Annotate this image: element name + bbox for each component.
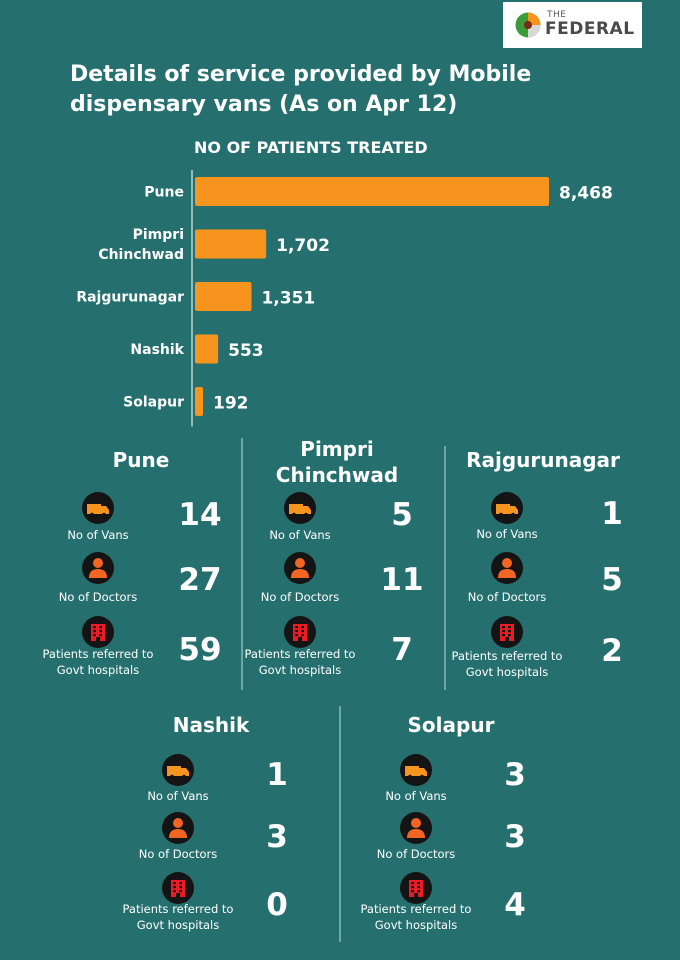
column-divider (444, 446, 446, 690)
stat-value-doctors: 27 (178, 562, 222, 598)
stat-value-vans: 5 (391, 497, 413, 533)
van-icon (400, 754, 432, 786)
bar (195, 387, 204, 416)
van-icon (491, 492, 523, 524)
brand-name: FEDERAL (545, 19, 635, 39)
stat-value-vans: 14 (178, 497, 222, 533)
district-name: Rajgurunagar (466, 448, 620, 472)
value-label: 1,351 (261, 289, 315, 309)
stat-value-referred: 0 (266, 887, 288, 923)
stat-label-referred: Patients referred to Govt hospitals (244, 647, 356, 677)
logo-mark-icon (515, 12, 541, 38)
stat-label-doctors: No of Doctors (58, 590, 138, 604)
column-divider (241, 438, 243, 690)
stat-label-doctors: No of Doctors (260, 590, 340, 604)
van-icon (82, 492, 114, 524)
chart-title: NO OF PATIENTS TREATED (194, 138, 428, 157)
hospital-icon (162, 872, 194, 904)
stat-label-doctors: No of Doctors (467, 590, 547, 604)
hospital-icon (82, 616, 114, 648)
value-label: 8,468 (559, 184, 613, 204)
category-label: Rajgurunagar (76, 290, 184, 306)
van-icon (162, 754, 194, 786)
stat-value-referred: 2 (601, 633, 623, 669)
district-name: Pune (112, 448, 170, 472)
category-label: Pimpri (133, 227, 184, 243)
hospital-icon (491, 616, 523, 648)
category-label: Chinchwad (98, 247, 184, 263)
bar (195, 334, 219, 364)
stat-label-vans: No of Vans (67, 528, 129, 542)
stat-label-vans: No of Vans (476, 527, 538, 541)
stat-label-referred: Patients referred to Govt hospitals (451, 649, 563, 679)
bar (195, 177, 549, 206)
stat-value-doctors: 3 (504, 819, 526, 855)
stat-label-referred: Patients referred to Govt hospitals (360, 902, 472, 932)
district-name: Solapur (407, 713, 495, 737)
stat-label-referred: Patients referred to Govt hospitals (42, 647, 154, 677)
stat-label-vans: No of Vans (147, 789, 209, 803)
bar (195, 282, 252, 311)
brand-logo: THE FEDERAL (503, 2, 642, 48)
category-label: Nashik (130, 342, 184, 358)
stat-value-doctors: 11 (380, 562, 424, 598)
category-label: Solapur (123, 395, 184, 411)
stat-value-referred: 7 (391, 632, 413, 668)
stat-value-doctors: 3 (266, 819, 288, 855)
column-divider (339, 706, 341, 942)
stat-value-vans: 3 (504, 757, 526, 793)
van-icon (284, 492, 316, 524)
doctor-icon (284, 552, 316, 584)
patients-bar-chart: Pune 8,468 Pimpri Chinchwad 1,702 Rajgurunaga… (76, 170, 613, 427)
district-name: Pimpri Chinchwad (275, 437, 399, 487)
doctor-icon (400, 812, 432, 844)
hospital-icon (400, 872, 432, 904)
stat-value-doctors: 5 (601, 562, 623, 598)
stat-label-vans: No of Vans (385, 789, 447, 803)
stat-label-doctors: No of Doctors (138, 847, 218, 861)
doctor-icon (82, 552, 114, 584)
stat-value-vans: 1 (601, 496, 623, 532)
page-title: Details of service provided by Mobile di… (70, 62, 532, 117)
hospital-icon (284, 616, 316, 648)
stat-value-referred: 4 (504, 887, 526, 923)
doctor-icon (491, 552, 523, 584)
brand-small: THE (547, 10, 567, 20)
stat-value-vans: 1 (266, 757, 288, 793)
value-label: 553 (228, 341, 264, 361)
stat-label-doctors: No of Doctors (376, 847, 456, 861)
category-label: Pune (144, 185, 184, 201)
stat-value-referred: 59 (178, 632, 222, 668)
doctor-icon (162, 812, 194, 844)
district-name: Nashik (172, 713, 250, 737)
value-label: 192 (213, 394, 249, 414)
stat-label-vans: No of Vans (269, 528, 331, 542)
value-label: 1,702 (276, 236, 330, 256)
bar (195, 229, 267, 259)
stat-label-referred: Patients referred to Govt hospitals (122, 902, 234, 932)
